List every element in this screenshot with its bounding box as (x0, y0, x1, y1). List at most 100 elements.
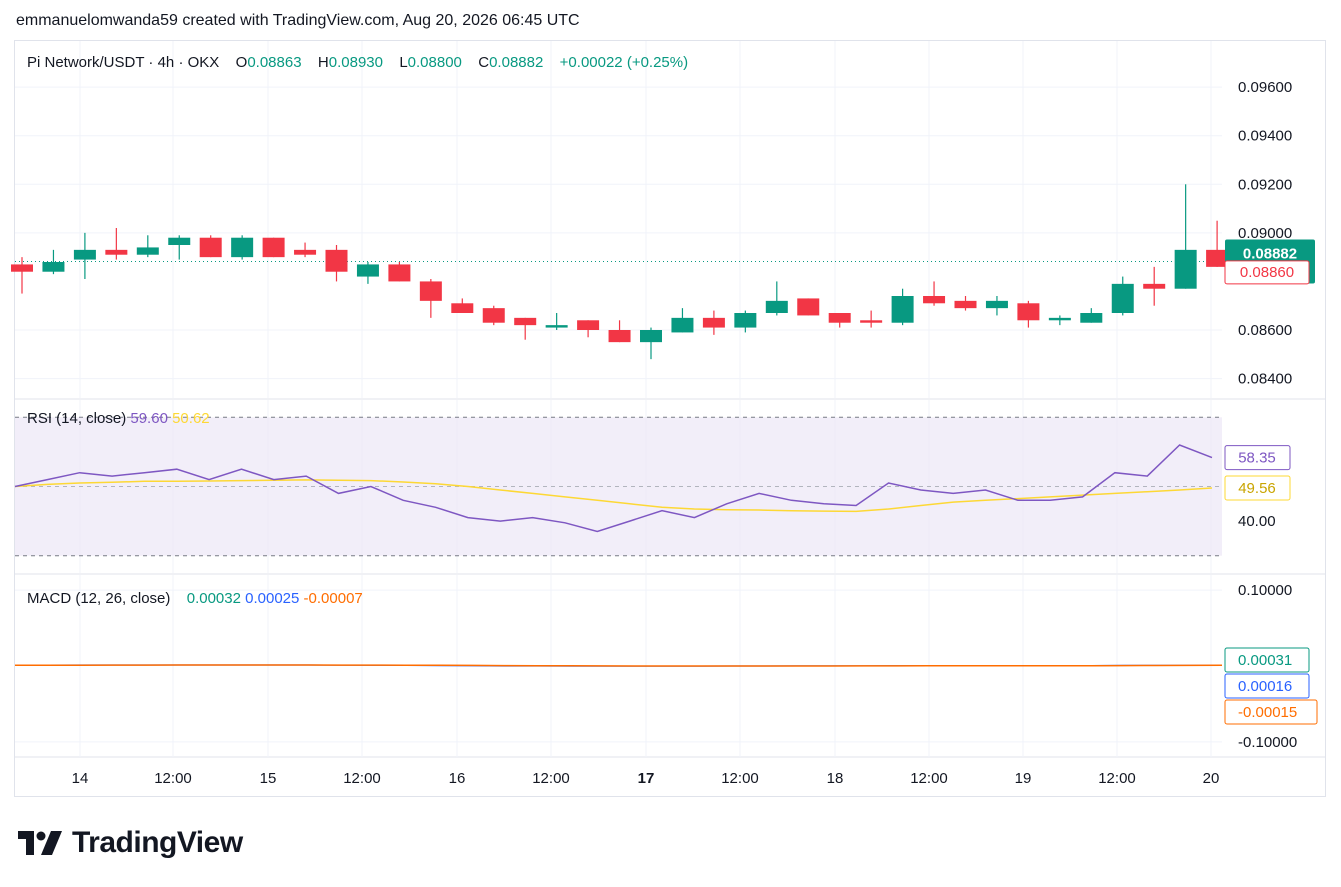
symbol-name[interactable]: Pi Network/USDT (27, 54, 145, 71)
candle-body (608, 330, 631, 343)
candle-body (765, 300, 788, 313)
candle-body (136, 247, 159, 255)
candle-body (545, 325, 568, 328)
candle-body (577, 320, 600, 330)
candle-body (419, 281, 442, 301)
price-axis-tick: 0.09600 (1238, 79, 1292, 96)
candle-body (294, 249, 317, 255)
low-label: L (399, 54, 408, 71)
rsi-axis-tick: 40.00 (1238, 513, 1276, 530)
candle-body (356, 264, 379, 277)
candle-body (1174, 249, 1197, 289)
open-label: O (235, 54, 248, 71)
macd-axis-tick: 0.10000 (1238, 582, 1292, 599)
candle-body (860, 320, 883, 323)
candle-body (1206, 249, 1229, 267)
rsi-ma-value: 50.62 (172, 410, 210, 427)
close-label: C (478, 54, 490, 71)
price-axis-tick: 0.08600 (1238, 322, 1292, 339)
candle-body (231, 237, 254, 258)
candle-body (1017, 303, 1040, 321)
rsi-last-label: 58.35 (1238, 450, 1276, 467)
candle-body (891, 296, 914, 323)
time-axis-tick: 15 (260, 770, 277, 787)
macd-line-last-label: 0.00016 (1238, 678, 1292, 695)
macd-hist-last-label: 0.00031 (1238, 652, 1292, 669)
candle-body (1111, 283, 1134, 313)
candle-body (482, 308, 505, 323)
candle-body (11, 264, 33, 272)
candle-body (671, 317, 694, 333)
rsi-ma-last-label: 49.56 (1238, 480, 1276, 497)
open-value: 0.08863 (247, 54, 302, 71)
high-value: 0.08930 (328, 54, 383, 71)
price-axis-tick: 0.09400 (1238, 128, 1292, 145)
time-axis-tick: 16 (449, 770, 466, 787)
rsi-ma-last-box (1224, 475, 1291, 501)
candle-body (797, 298, 820, 316)
candle-body (199, 237, 222, 258)
macd-line-last-box (1224, 673, 1310, 699)
price-axis-tick: 0.09200 (1238, 176, 1292, 193)
price-axis-tick: 0.09000 (1238, 225, 1292, 242)
low-value: 0.08800 (407, 54, 462, 71)
macd-hist-last-box (1224, 647, 1310, 673)
time-axis-tick: 12:00 (154, 770, 192, 787)
prev-close-label: 0.08860 (1240, 264, 1294, 281)
candle-body (73, 249, 96, 260)
time-axis-tick: 12:00 (532, 770, 570, 787)
macd-signal-line (15, 664, 1223, 667)
candle-body (954, 300, 977, 309)
candle-body (451, 303, 474, 313)
tradingview-logo-icon (18, 831, 62, 855)
candle-body (1080, 313, 1103, 323)
candle-body (42, 262, 65, 272)
rsi-legend[interactable]: RSI (14, close) 59.60 50.62 (27, 410, 210, 427)
rsi-last-box (1224, 445, 1291, 471)
candle-body (923, 296, 946, 304)
macd-axis-tick: -0.10000 (1238, 734, 1297, 751)
candle-body (105, 249, 128, 255)
time-axis-tick: 20 (1203, 770, 1220, 787)
candle-body (262, 237, 285, 258)
macd-signal-last-label: -0.00015 (1238, 704, 1297, 721)
rsi-title: RSI (14, close) (27, 410, 127, 427)
rsi-line (14, 444, 1213, 533)
macd-legend[interactable]: MACD (12, 26, close) 0.00032 0.00025 -0.… (27, 590, 363, 607)
rsi-value: 59.60 (130, 410, 168, 427)
candle-body (168, 237, 191, 245)
time-axis-tick: 18 (827, 770, 844, 787)
candle-body (640, 330, 662, 343)
candle-body (734, 313, 757, 328)
time-axis-tick: 14 (72, 770, 89, 787)
candle-body (325, 249, 348, 272)
macd-hist-value: 0.00032 (186, 590, 241, 607)
chart-credit: emmanuelomwanda59 created with TradingVi… (16, 12, 580, 29)
time-axis-tick: 12:00 (721, 770, 759, 787)
last-price-label: 0.08882 (1243, 246, 1297, 263)
symbol-exchange: OKX (187, 54, 220, 71)
symbol-interval[interactable]: 4h (157, 54, 175, 71)
tradingview-logo-text: TradingView (72, 826, 243, 859)
prev-close-label-box (1224, 260, 1310, 285)
change-value: +0.00022 (+0.25%) (559, 54, 689, 71)
price-axis-tick: 0.08400 (1238, 371, 1292, 388)
macd-line-value: 0.00025 (245, 590, 300, 607)
tradingview-logo[interactable]: TradingView (18, 826, 243, 860)
candle-body (1143, 283, 1166, 289)
time-axis-tick: 12:00 (910, 770, 948, 787)
time-axis-tick: 17 (638, 770, 655, 787)
candle-body (985, 300, 1008, 309)
macd-signal-last-box (1224, 699, 1318, 725)
price-legend: Pi Network/USDT · 4h · OKX O0.08863 H0.0… (27, 54, 689, 71)
candle-body (514, 317, 537, 326)
time-axis-tick: 12:00 (1098, 770, 1136, 787)
macd-title: MACD (12, 26, close) (27, 590, 171, 607)
chart-frame[interactable] (14, 40, 1326, 797)
macd-signal-value: -0.00007 (303, 590, 363, 607)
close-value: 0.08882 (489, 54, 544, 71)
time-axis-tick: 19 (1015, 770, 1032, 787)
time-axis-tick: 12:00 (343, 770, 381, 787)
high-label: H (317, 54, 329, 71)
